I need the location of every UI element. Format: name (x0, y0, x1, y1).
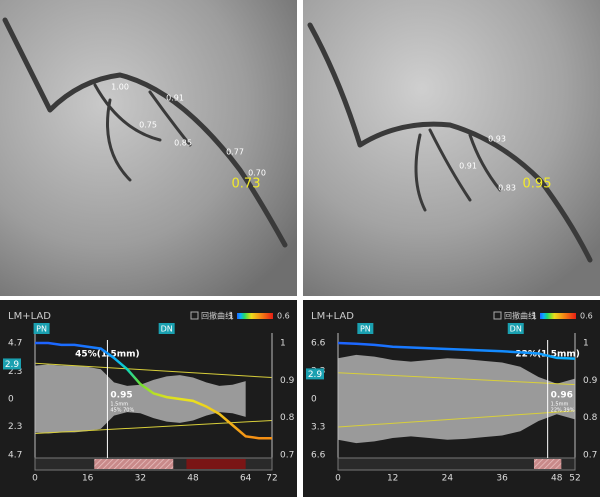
marker-box (158, 323, 175, 334)
stenosis-mld: 1.5mm (551, 402, 569, 408)
x-tick-label: 0 (335, 474, 341, 484)
y2-tick-label: 1 (280, 339, 286, 349)
x-tick-label: 72 (266, 474, 277, 484)
legend-tick: 1 (532, 312, 537, 321)
selected-label: 2.9 (308, 370, 323, 380)
ffr-curve (337, 341, 576, 360)
y-tick-label: 6.6 (311, 451, 326, 461)
y-tick-label: 2.3 (8, 367, 22, 377)
segment-bar (337, 457, 576, 471)
reference-line (337, 372, 576, 386)
vessel-label: 0.93 (488, 135, 506, 144)
y2-tick-label: 0.8 (280, 413, 295, 423)
stenosis-detail: 45% 70% (110, 408, 134, 414)
colorbar (237, 313, 273, 319)
segment (186, 459, 246, 469)
reference-line (34, 419, 273, 435)
y-tick-label: 6.6 (311, 339, 326, 349)
selected-box (3, 358, 21, 370)
vessel-label: 0.70 (248, 169, 266, 178)
stenosis-detail: 22% 39% (551, 408, 575, 414)
x-tick-label: 24 (442, 474, 454, 484)
segment (533, 459, 562, 469)
y2-tick-label: 1 (583, 339, 589, 349)
angiogram (303, 0, 600, 296)
marker-label: DN (161, 325, 173, 334)
segment (94, 459, 174, 469)
x-tick-label: 52 (569, 474, 580, 484)
x-tick-label: 48 (187, 474, 199, 484)
vessel-label: 0.91 (166, 94, 184, 103)
marker-label: PN (36, 325, 47, 334)
vessel-label: 0.83 (498, 184, 516, 193)
x-tick-label: 48 (551, 474, 563, 484)
reference-line (34, 362, 273, 379)
ffr-curve (35, 341, 272, 440)
colorbar (540, 313, 576, 319)
reference-line (337, 410, 576, 428)
legend-tick: 0.6 (277, 312, 290, 321)
marker-box (357, 323, 374, 334)
y2-tick-label: 0.9 (280, 376, 295, 386)
y-tick-label: 4.7 (8, 339, 22, 349)
y-tick-label: 2.3 (8, 422, 22, 432)
vessel-label: 1.00 (111, 83, 129, 92)
y-tick-label: 0 (8, 395, 14, 405)
y2-tick-label: 0.9 (583, 376, 598, 386)
x-tick-label: 16 (82, 474, 94, 484)
legend-label: 回撤曲线 (201, 311, 233, 321)
marker-label: DN (510, 325, 522, 334)
ffr-label: 0.95 (523, 177, 552, 192)
chart-title: LM+LAD (8, 311, 51, 322)
marker-label: PN (360, 325, 371, 334)
legend-tick: 1 (229, 312, 234, 321)
vessel-label: 0.75 (139, 121, 157, 130)
legend-tick: 0.6 (580, 312, 593, 321)
x-tick-label: 32 (135, 474, 146, 484)
x-tick-label: 36 (496, 474, 508, 484)
legend-label: 回撤曲线 (504, 311, 536, 321)
selected-label: 2.9 (5, 360, 20, 370)
chart-title: LM+LAD (311, 311, 354, 322)
y-tick-label: 0 (311, 395, 317, 405)
ffr-label: 0.73 (232, 177, 261, 192)
y2-tick-label: 0.7 (280, 451, 294, 461)
y-tick-label: 4.7 (8, 451, 22, 461)
angiogram (0, 0, 297, 296)
vessel-label: 0.77 (226, 148, 244, 157)
stenosis-ffr: 0.96 (551, 391, 573, 401)
vessels (2, 17, 593, 263)
legend-checkbox (493, 311, 502, 320)
x-tick-label: 0 (32, 474, 38, 484)
x-tick-label: 12 (387, 474, 398, 484)
vessel-label: 0.85 (174, 139, 192, 148)
marker-box (507, 323, 524, 334)
vessel-label: 0.91 (459, 162, 477, 171)
x-tick-label: 64 (240, 474, 252, 484)
stenosis-ffr: 0.95 (110, 391, 132, 401)
vessel-profile (35, 364, 246, 434)
vessel-profile (338, 354, 575, 444)
selected-box (306, 368, 324, 380)
y-tick-label: 3.3 (311, 423, 325, 433)
y2-tick-label: 0.7 (583, 451, 597, 461)
marker-box (33, 323, 50, 334)
legend-checkbox (190, 311, 199, 320)
stenosis-mld: 1.5mm (110, 402, 128, 408)
y2-tick-label: 0.8 (583, 413, 598, 423)
